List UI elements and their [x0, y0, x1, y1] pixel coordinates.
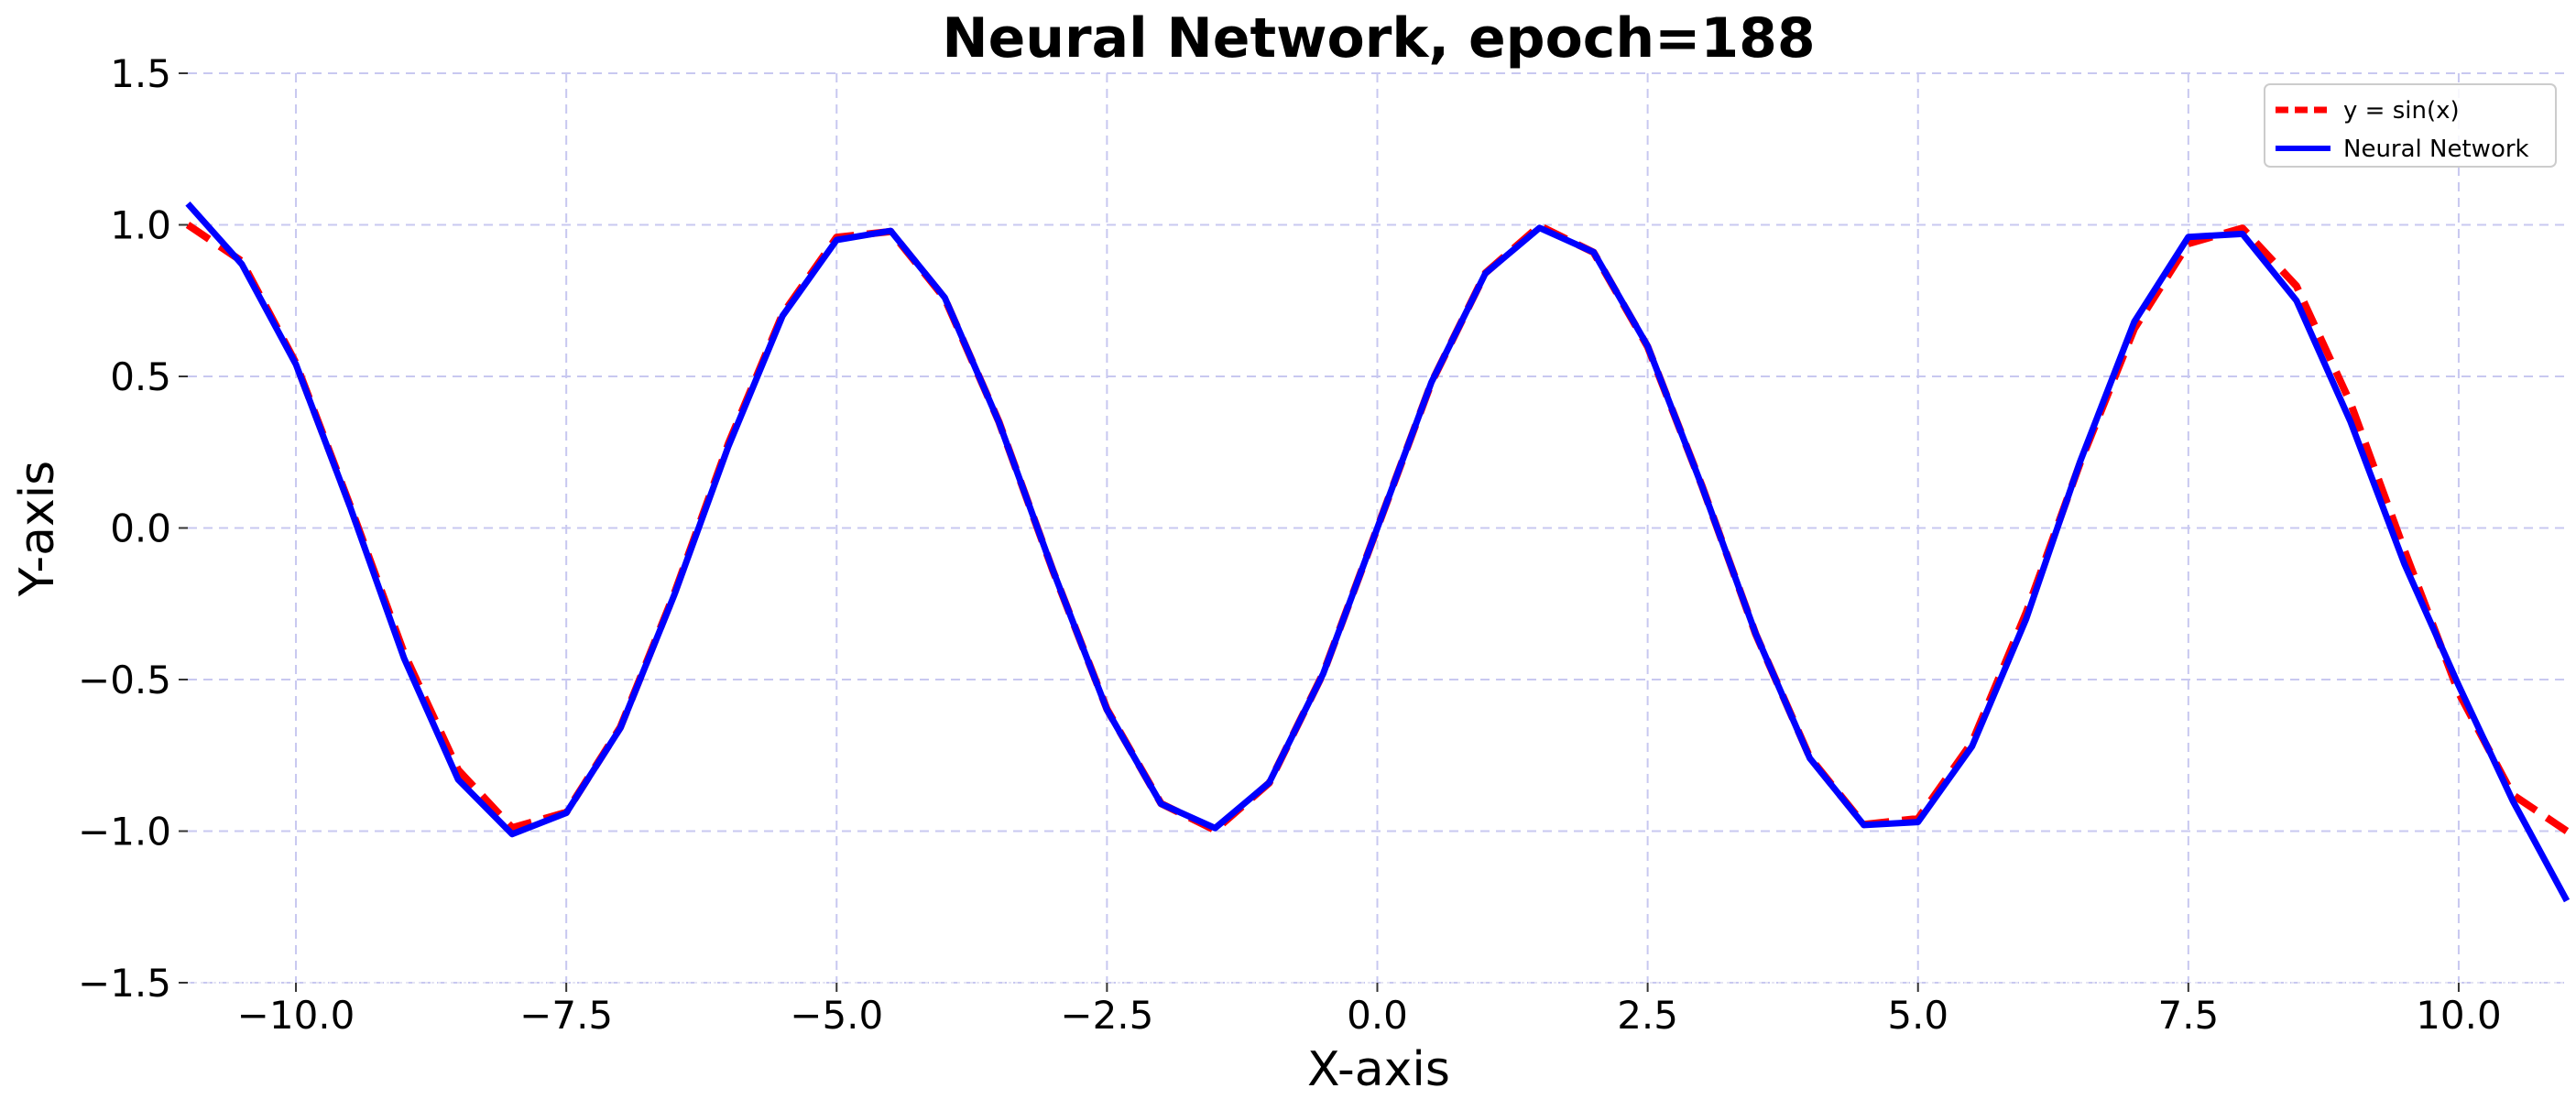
legend: y = sin(x) Neural Network: [2264, 83, 2557, 168]
series-line-neural-network: [185, 201, 2571, 903]
y-axis-label: Y-axis: [10, 461, 65, 598]
x-tick-label: 10.0: [2416, 993, 2502, 1038]
x-tick-label: 7.5: [2157, 993, 2219, 1038]
x-axis-label: X-axis: [1307, 1042, 1450, 1097]
x-tick-label: −7.5: [519, 993, 613, 1038]
y-tick-label: −1.0: [78, 810, 171, 854]
series-group: [185, 201, 2571, 903]
x-tick-label: 2.5: [1617, 993, 1678, 1038]
x-tick-label: 0.0: [1347, 993, 1408, 1038]
tick-group: −10.0 −7.5 −5.0 −2.5 0.0 2.5 5.0 7.5 10.0 1.5 1.0 0…: [78, 51, 2502, 1038]
y-tick-label: 0.0: [110, 506, 171, 551]
legend-box: [2264, 83, 2557, 168]
y-tick-label: −0.5: [78, 658, 171, 702]
y-tick-label: 1.0: [110, 203, 171, 248]
y-tick-label: 1.5: [110, 51, 171, 96]
legend-label: y = sin(x): [2343, 97, 2460, 125]
x-tick-label: 5.0: [1887, 993, 1948, 1038]
x-tick-label: −5.0: [790, 993, 883, 1038]
legend-label: Neural Network: [2343, 136, 2529, 163]
x-tick-label: −2.5: [1060, 993, 1153, 1038]
chart-title: Neural Network, epoch=188: [942, 6, 1815, 71]
y-tick-label: 0.5: [110, 354, 171, 399]
x-tick-label: −10.0: [237, 993, 355, 1038]
y-tick-label: −1.5: [78, 961, 171, 1006]
